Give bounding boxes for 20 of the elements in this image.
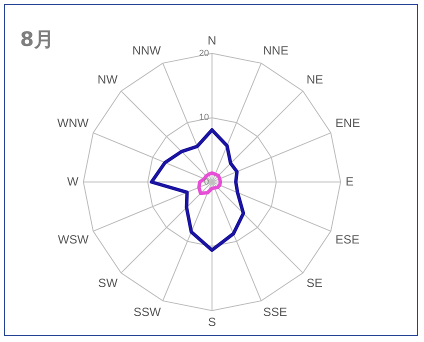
spoke-label: SE [306,276,322,290]
spoke-label: NW [98,72,118,87]
spoke-label: N [208,34,216,48]
spoke-label: WSW [58,232,90,247]
spoke-label: ENE [335,116,360,130]
spoke-label: SW [98,276,118,290]
spoke-label: SSW [134,304,162,319]
chart-title: 8月 [20,26,54,53]
spoke-label: NNW [132,44,162,58]
y-tick-label: 20 [198,48,209,58]
spoke-label: SSE [263,304,288,319]
spoke-label: WNW [57,116,90,130]
spoke-label: NNE [263,44,288,58]
y-tick-label: 0 [204,176,209,186]
spoke-label: NE [306,72,324,87]
spoke-label: ESE [335,232,360,247]
y-tick-label: 10 [198,112,209,122]
spoke-label: S [208,315,216,330]
spoke-label: E [346,174,354,188]
spoke-label: W [67,174,80,188]
